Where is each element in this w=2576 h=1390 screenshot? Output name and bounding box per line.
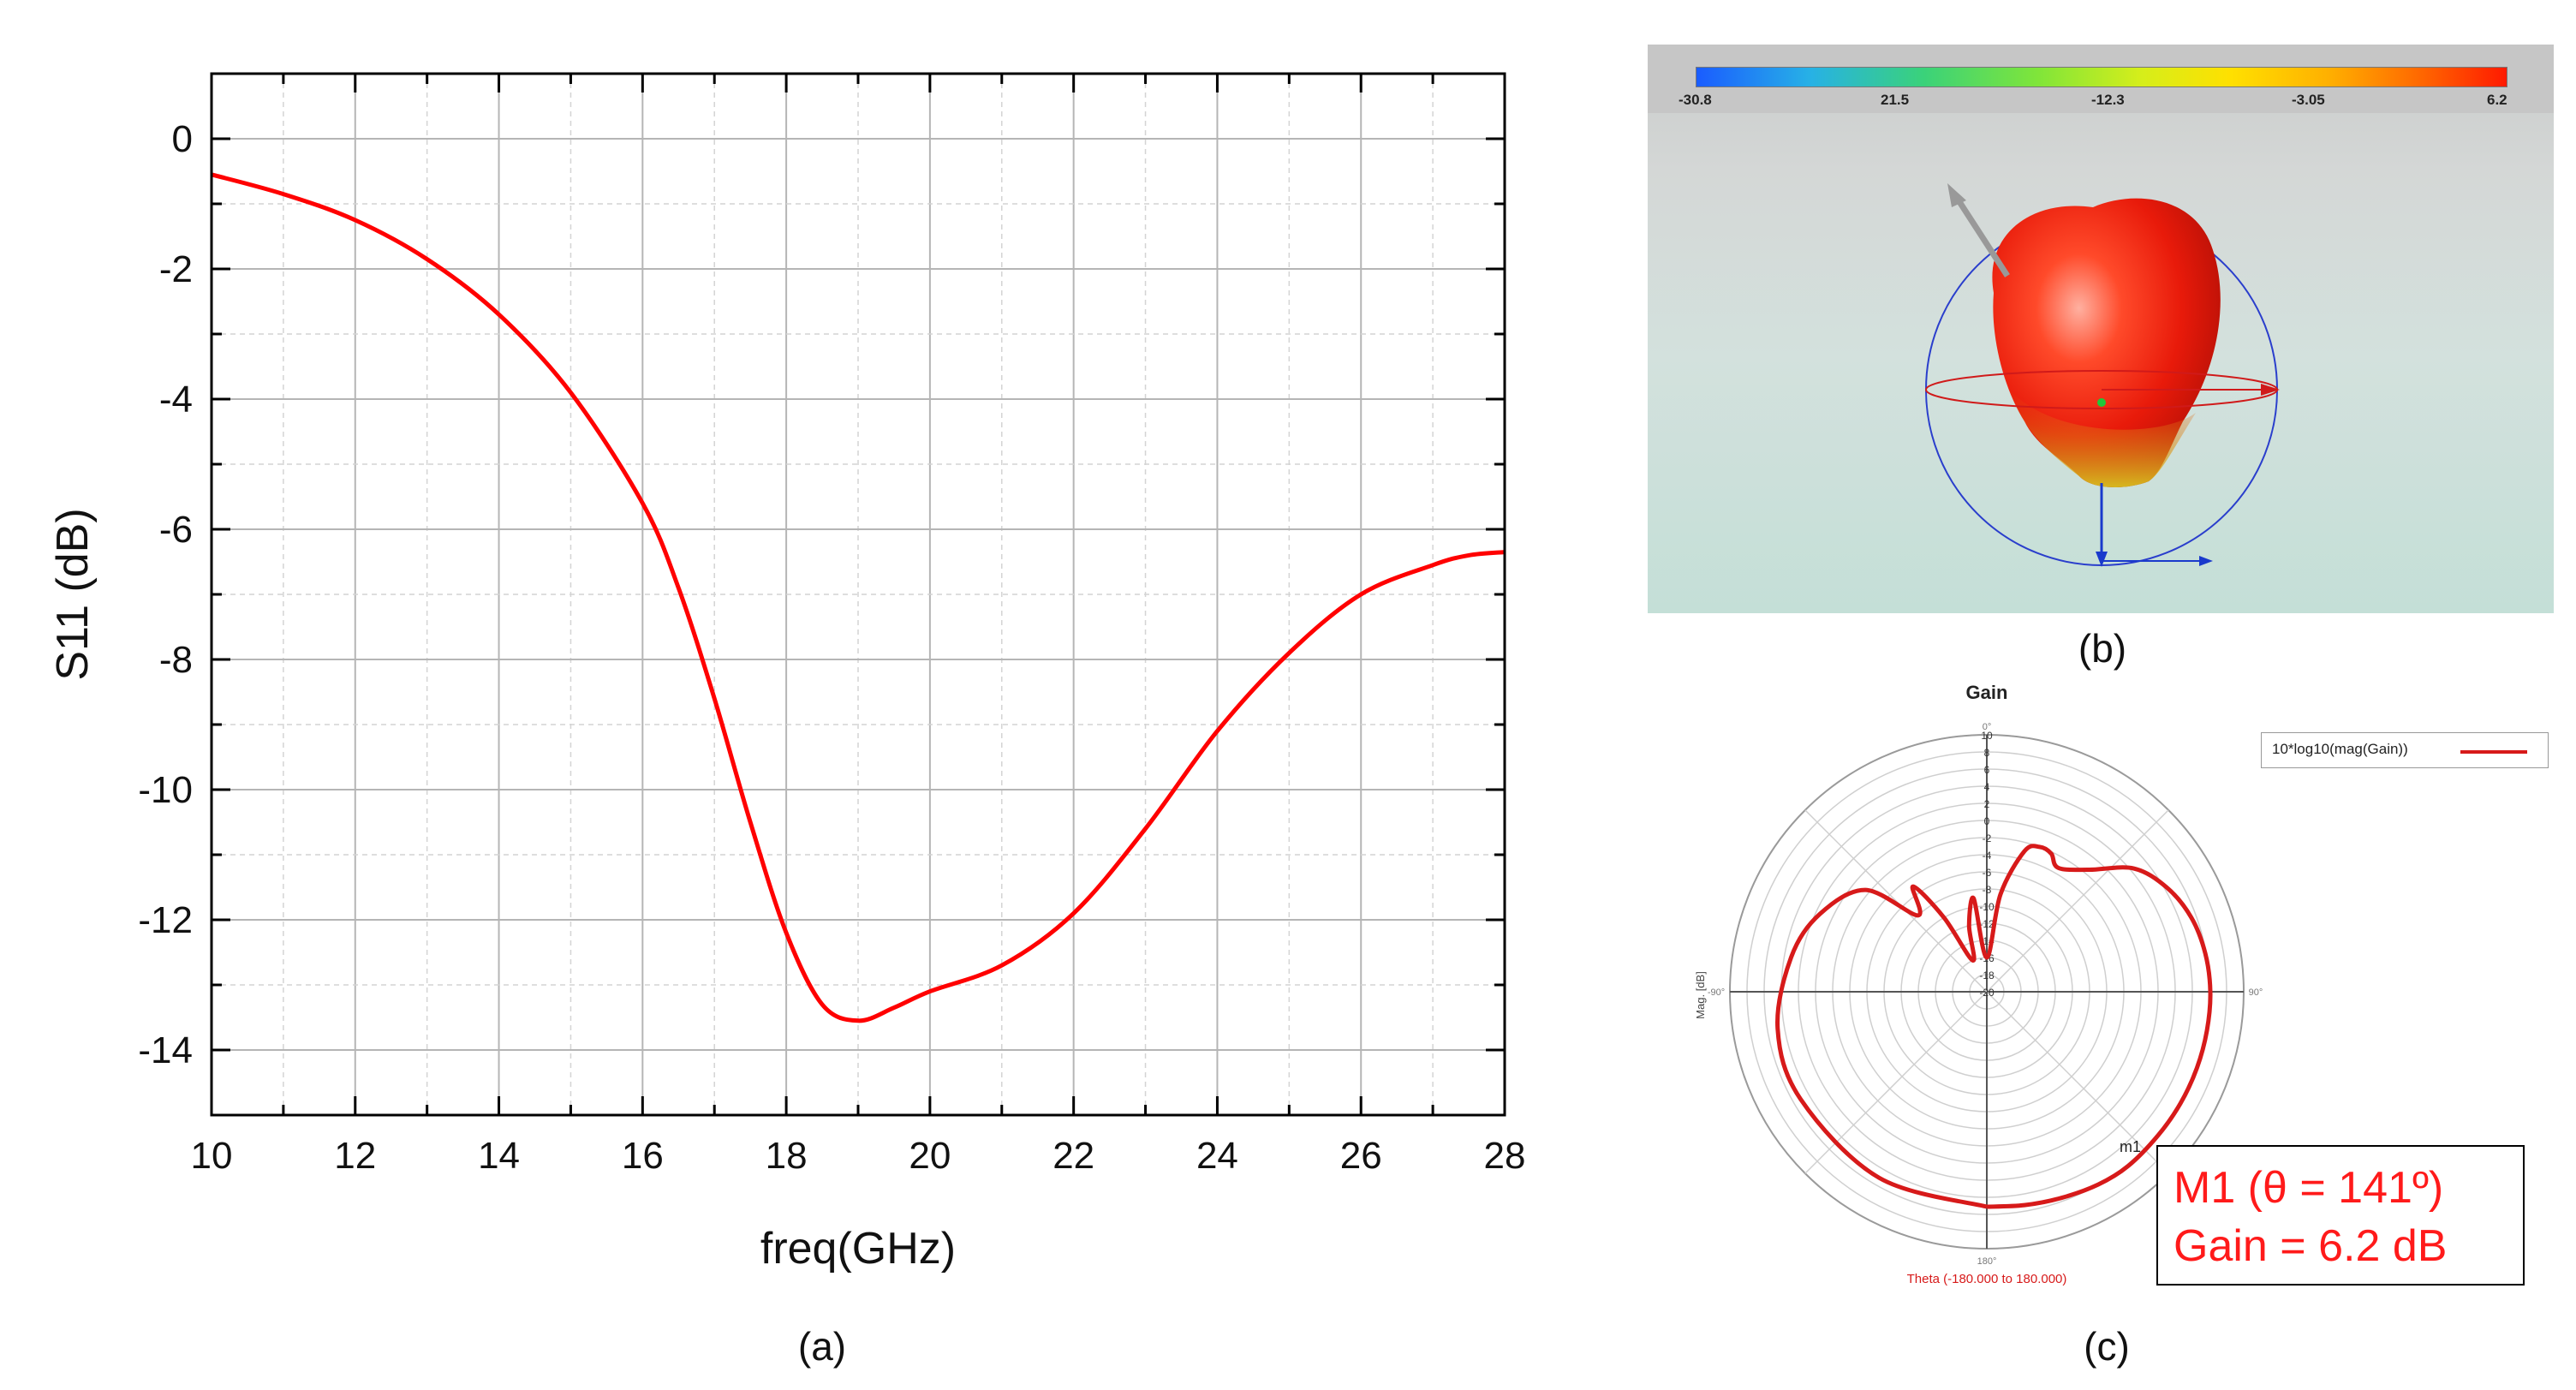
- x-tick-label: 22: [1052, 1135, 1094, 1177]
- marker-gain-text: Gain = 6.2 dB: [2174, 1221, 2448, 1271]
- s11-chart: 10 12 14 16 18 20 22 24 26 28 0 -2 -4 -6 -8 -10 -12 -14 f…: [48, 72, 1526, 1274]
- angle-axis-label: Theta (-180.000 to 180.000): [1907, 1272, 2067, 1286]
- radiation-pattern-3d: -30.8 21.5 -12.3 -3.05 6.2: [1648, 45, 2554, 613]
- angle-tick-label: 180°: [1977, 1256, 1997, 1267]
- polar-title: Gain: [1966, 682, 2008, 703]
- radial-tick-label: -12: [1979, 918, 1995, 930]
- angle-tick-label: -90°: [1708, 987, 1725, 998]
- x-tick-label: 10: [191, 1135, 233, 1177]
- origin-dot: [2097, 398, 2106, 407]
- radial-tick-label: -18: [1979, 969, 1995, 981]
- radial-axis-label: Mag. [dB]: [1694, 971, 1707, 1019]
- y-tick-label: -12: [138, 899, 193, 941]
- radial-tick-label: 2: [1984, 798, 1990, 810]
- radial-tick-label: -2: [1983, 832, 1992, 844]
- y-tick-label: -10: [138, 769, 193, 811]
- y-tick-label: -6: [159, 509, 193, 551]
- marker-label: m1: [2120, 1138, 2141, 1155]
- x-tick-label: 20: [909, 1135, 951, 1177]
- x-tick-label: 18: [766, 1135, 808, 1177]
- polar-spoke: [1804, 991, 1988, 1174]
- x-tick-label: 14: [478, 1135, 520, 1177]
- pattern-3d-graphic: [1925, 183, 2280, 567]
- radiation-lobe-base: [2007, 387, 2196, 487]
- angle-tick-label: 0°: [1983, 722, 1992, 732]
- y-axis-label: S11 (dB): [48, 508, 98, 680]
- axis-arrow-x: [2261, 384, 2280, 396]
- colorbar-label: -3.05: [2292, 92, 2325, 108]
- polar-legend: 10*log10(mag(Gain)): [2261, 732, 2549, 768]
- colorbar-label: 21.5: [1881, 92, 1910, 108]
- y-tick-label: -4: [159, 379, 193, 421]
- polar-spoke: [1986, 809, 2169, 993]
- x-tick-label: 28: [1484, 1135, 1526, 1177]
- angle-tick-label: 90°: [2249, 987, 2263, 998]
- axis-arrow-z: [1956, 199, 2010, 277]
- axis-arrow-y: [2199, 556, 2213, 566]
- colorbar-label: -30.8: [1679, 92, 1712, 108]
- plot-frame: [210, 72, 1506, 1117]
- x-tick-label: 26: [1340, 1135, 1382, 1177]
- x-tick-label: 16: [622, 1135, 664, 1177]
- radial-tick-label: 4: [1984, 781, 1990, 793]
- radial-tick-label: 10: [1981, 730, 1993, 742]
- y-tick-label: -2: [159, 248, 193, 290]
- radial-tick-label: 6: [1984, 764, 1990, 776]
- marker-angle-text: M1 (θ = 141º): [2174, 1163, 2444, 1213]
- s11-series-line: [211, 172, 1506, 1023]
- polar-spoke: [1804, 809, 1988, 993]
- x-tick-label: 24: [1196, 1135, 1238, 1177]
- polar-spoke: [1986, 991, 2169, 1174]
- y-tick-label: -8: [159, 639, 193, 681]
- legend-swatch: [2460, 750, 2527, 754]
- radial-tick-label: -20: [1979, 987, 1995, 999]
- radial-tick-label: 8: [1984, 747, 1990, 759]
- caption-b: (b): [2078, 626, 2127, 671]
- colorbar-label: 6.2: [2487, 92, 2507, 108]
- x-tick-label: 12: [334, 1135, 376, 1177]
- y-tick-label: 0: [172, 118, 193, 160]
- legend-label: 10*log10(mag(Gain)): [2272, 741, 2408, 757]
- colorbar-label: -12.3: [2091, 92, 2125, 108]
- x-axis-label: freq(GHz): [760, 1224, 956, 1274]
- radial-tick-label: 0: [1984, 815, 1990, 827]
- radial-tick-label: -4: [1983, 850, 1992, 862]
- radial-tick-label: -8: [1983, 884, 1992, 896]
- radial-tick-label: -10: [1979, 901, 1995, 913]
- radiation-lobe: [1992, 198, 2221, 487]
- marker-info-box: M1 (θ = 141º) Gain = 6.2 dB: [2156, 1145, 2525, 1286]
- colorbar: [1696, 67, 2507, 87]
- polar-gain-chart: Gain 1086420-2-4-6-8-10-12-14-16-18-200°…: [1694, 682, 2263, 1286]
- gain-pattern-curve: [1775, 844, 2213, 1209]
- y-tick-label: -14: [138, 1029, 193, 1071]
- caption-a: (a): [797, 1324, 847, 1369]
- caption-c: (c): [2084, 1324, 2130, 1369]
- radial-tick-label: -6: [1983, 867, 1992, 879]
